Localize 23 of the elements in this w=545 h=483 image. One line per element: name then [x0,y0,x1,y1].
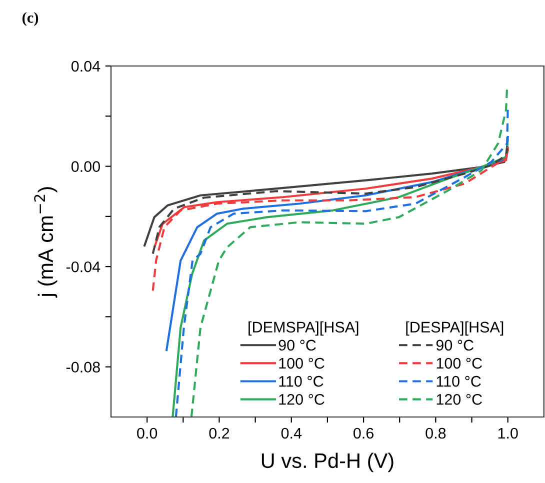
legend-label: 120 °C [436,394,482,405]
x-axis-title: U vs. Pd-H (V) [262,452,394,472]
y-axis-title: j (mA cm$^{−2}$) [34,187,58,298]
x-tick-label: 0.6 [354,428,374,439]
x-tick-label: 0.4 [281,428,302,439]
legend-label: 110 °C [279,376,324,387]
text: (c) [22,12,38,26]
x-tick-label: 0.0 [137,428,158,439]
legend-label: 90 °C [278,340,316,351]
annotation: [DESPA][HSA] [406,321,504,336]
x-tick-label: 1.0 [498,428,518,439]
y-tick-label: -0.08 [66,362,100,373]
y-tick-label: -0.04 [66,261,100,272]
legend-label: 120 °C [279,394,324,405]
x-tick-label: 0.2 [209,428,230,439]
annotation: [DEMSPA][HSA] [248,321,358,336]
x-tick-label: 0.8 [426,428,446,439]
legend-label: 110 °C [436,376,481,387]
y-tick-label: 0.00 [71,161,100,172]
legend-label: 100 °C [436,358,482,369]
legend-label: 90 °C [436,340,474,351]
y-tick-label: 0.04 [71,60,100,72]
legend-label: 100 °C [279,358,324,369]
